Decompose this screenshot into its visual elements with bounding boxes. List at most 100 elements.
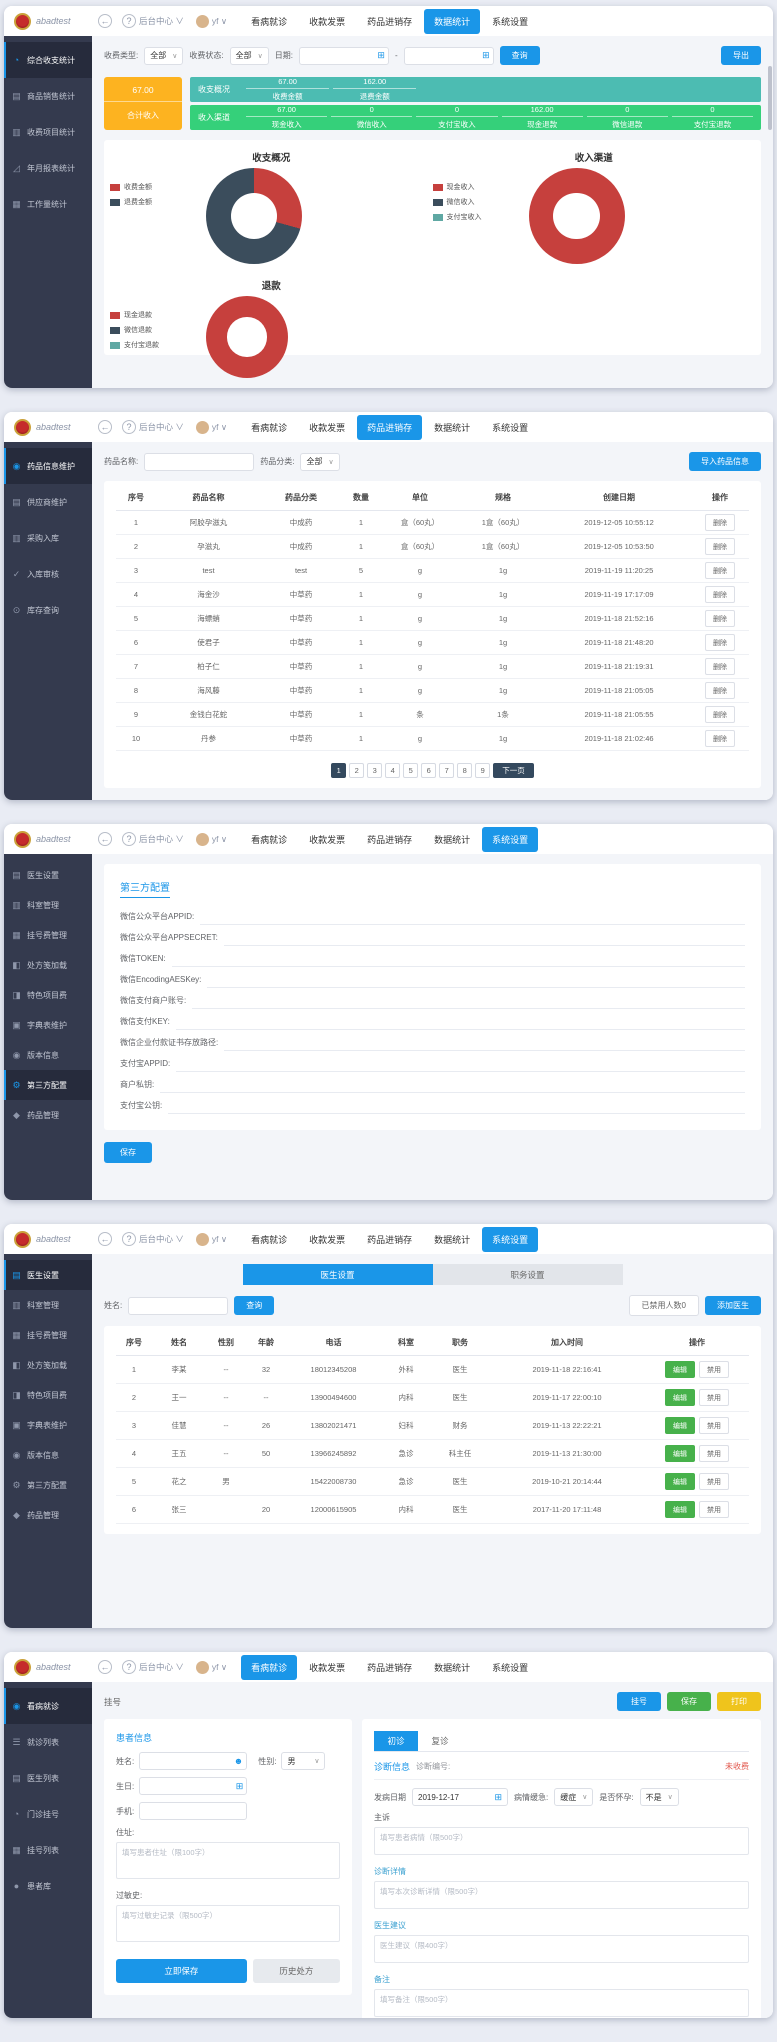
nav-tab[interactable]: 系统设置 — [482, 415, 538, 440]
register-button[interactable]: 挂号 — [617, 1692, 661, 1711]
nav-tab[interactable]: 看病就诊 — [241, 1227, 297, 1252]
config-field-input[interactable] — [207, 971, 745, 988]
edit-button[interactable]: 编辑 — [665, 1473, 695, 1490]
backstage-menu[interactable]: 后台中心 ∨ — [139, 1234, 184, 1244]
sidebar-item[interactable]: ◿ 年月报表统计 — [4, 150, 92, 186]
drug-category-select[interactable]: 全部 ∨ — [300, 452, 340, 471]
config-field-input[interactable] — [192, 992, 745, 1009]
avatar[interactable] — [195, 832, 209, 846]
sidebar-item[interactable]: ◉ 药品信息维护 — [4, 448, 92, 484]
sidebar-item[interactable]: ◨ 特色项目费 — [4, 980, 92, 1010]
search-button[interactable]: 查询 — [234, 1296, 275, 1315]
sidebar-item[interactable]: ▥ 采购入库 — [4, 520, 92, 556]
edit-button[interactable]: 编辑 — [665, 1389, 695, 1406]
config-field-input[interactable] — [160, 1076, 745, 1093]
nav-tab[interactable]: 看病就诊 — [241, 827, 297, 852]
allergy-textarea[interactable] — [116, 1905, 340, 1942]
sidebar-item[interactable]: ◨ 特色项目费 — [4, 1380, 92, 1410]
calendar-icon[interactable]: ⊞ — [482, 50, 490, 60]
sidebar-item[interactable]: ▥ 收费项目统计 — [4, 114, 92, 150]
nav-tab[interactable]: 药品进销存 — [357, 414, 423, 440]
nav-tab[interactable]: 药品进销存 — [357, 827, 422, 852]
phone-input[interactable] — [139, 1802, 248, 1820]
backstage-menu[interactable]: 后台中心 ∨ — [139, 422, 184, 432]
nav-tab[interactable]: 收款发票 — [299, 1227, 355, 1252]
sidebar-item[interactable]: ▦ 挂号列表 — [4, 1832, 92, 1868]
config-field-input[interactable] — [224, 1034, 745, 1051]
backstage-menu[interactable]: 后台中心 ∨ — [139, 16, 184, 26]
name-input[interactable] — [128, 1296, 229, 1315]
toggle-duty-settings[interactable]: 职务设置 — [432, 1264, 623, 1285]
page-button[interactable]: 9 — [475, 763, 491, 778]
sidebar-item[interactable]: ✓ 入库审核 — [4, 556, 92, 592]
add-doctor-button[interactable]: 添加医生 — [705, 1296, 761, 1315]
nav-tab[interactable]: 看病就诊 — [241, 415, 297, 440]
user-menu[interactable]: yf ∨ — [211, 15, 228, 26]
sidebar-item[interactable]: ◆ 药品管理 — [4, 1100, 92, 1130]
doctor-advice-textarea[interactable] — [374, 1935, 749, 1963]
page-button[interactable]: 7 — [439, 763, 455, 778]
sidebar-item[interactable]: ◧ 处方笺加载 — [4, 1350, 92, 1380]
sidebar-item[interactable]: ● 患者库 — [4, 1868, 92, 1904]
sidebar-item[interactable]: ▥ 科室管理 — [4, 890, 92, 920]
nav-tab[interactable]: 药品进销存 — [357, 1227, 422, 1252]
avatar[interactable] — [195, 1660, 209, 1674]
sidebar-item[interactable]: ▤ 医生设置 — [4, 860, 92, 890]
disable-button[interactable]: 禁用 — [699, 1501, 729, 1518]
patient-name-input[interactable] — [139, 1752, 248, 1770]
sidebar-item[interactable]: ◆ 药品管理 — [4, 1500, 92, 1530]
sidebar-item[interactable]: ▤ 商品销售统计 — [4, 78, 92, 114]
config-field-input[interactable] — [176, 1055, 745, 1072]
edit-button[interactable]: 编辑 — [665, 1361, 695, 1378]
nav-tab[interactable]: 数据统计 — [424, 415, 480, 440]
back-icon[interactable]: ← — [98, 1660, 112, 1674]
delete-button[interactable]: 删除 — [705, 730, 735, 747]
save-button[interactable]: 保存 — [104, 1142, 152, 1163]
print-button[interactable]: 打印 — [717, 1692, 761, 1711]
delete-button[interactable]: 删除 — [705, 610, 735, 627]
help-icon[interactable]: ? — [122, 1660, 136, 1674]
address-textarea[interactable] — [116, 1842, 340, 1879]
sidebar-item[interactable]: ◔ 门诊挂号 — [4, 1796, 92, 1832]
back-icon[interactable]: ← — [98, 1232, 112, 1246]
delete-button[interactable]: 删除 — [705, 514, 735, 531]
delete-button[interactable]: 删除 — [705, 658, 735, 675]
birth-input[interactable] — [139, 1777, 248, 1795]
sidebar-item[interactable]: ▤ 医生列表 — [4, 1760, 92, 1796]
help-icon[interactable]: ? — [122, 1232, 136, 1246]
nav-tab[interactable]: 收款发票 — [299, 827, 355, 852]
backstage-menu[interactable]: 后台中心 ∨ — [139, 834, 184, 844]
drug-name-input[interactable] — [144, 452, 255, 471]
sidebar-item[interactable]: ▦ 挂号费管理 — [4, 920, 92, 950]
page-button[interactable]: 3 — [367, 763, 383, 778]
next-page-button[interactable]: 下一页 — [493, 763, 534, 778]
user-menu[interactable]: yf ∨ — [211, 1661, 228, 1672]
help-icon[interactable]: ? — [122, 14, 136, 28]
nav-tab[interactable]: 看病就诊 — [241, 1654, 298, 1680]
avatar[interactable] — [195, 1232, 209, 1246]
page-button[interactable]: 6 — [421, 763, 437, 778]
backstage-menu[interactable]: 后台中心 ∨ — [139, 1662, 184, 1672]
history-prescription-button[interactable]: 历史处方 — [252, 1959, 340, 1983]
sidebar-item[interactable]: ▤ 供应商维护 — [4, 484, 92, 520]
nav-tab[interactable]: 系统设置 — [482, 1226, 539, 1252]
nav-tab[interactable]: 药品进销存 — [357, 1655, 422, 1680]
sidebar-item[interactable]: ▦ 挂号费管理 — [4, 1320, 92, 1350]
fee-type-select[interactable]: 全部 ∨ — [144, 46, 184, 65]
tab-first-visit[interactable]: 初诊 — [374, 1731, 418, 1751]
export-button[interactable]: 导出 — [721, 46, 761, 65]
disabled-count-button[interactable]: 已禁用人数0 — [628, 1295, 699, 1316]
config-field-input[interactable] — [171, 950, 745, 967]
sidebar-item[interactable]: ▦ 工作量统计 — [4, 186, 92, 222]
page-button[interactable]: 8 — [457, 763, 473, 778]
urgency-select[interactable]: 缓症 ∨ — [554, 1788, 594, 1806]
search-button[interactable]: 查询 — [499, 46, 540, 65]
disable-button[interactable]: 禁用 — [699, 1445, 729, 1462]
onset-date-input[interactable]: 2019-12-17 ⊞ — [412, 1788, 508, 1806]
calendar-icon[interactable]: ⊞ — [377, 50, 385, 60]
save-now-button[interactable]: 立即保存 — [116, 1959, 247, 1983]
save-button[interactable]: 保存 — [667, 1692, 711, 1711]
user-menu[interactable]: yf ∨ — [211, 421, 228, 432]
note-textarea[interactable] — [374, 1989, 749, 2017]
help-icon[interactable]: ? — [122, 420, 136, 434]
